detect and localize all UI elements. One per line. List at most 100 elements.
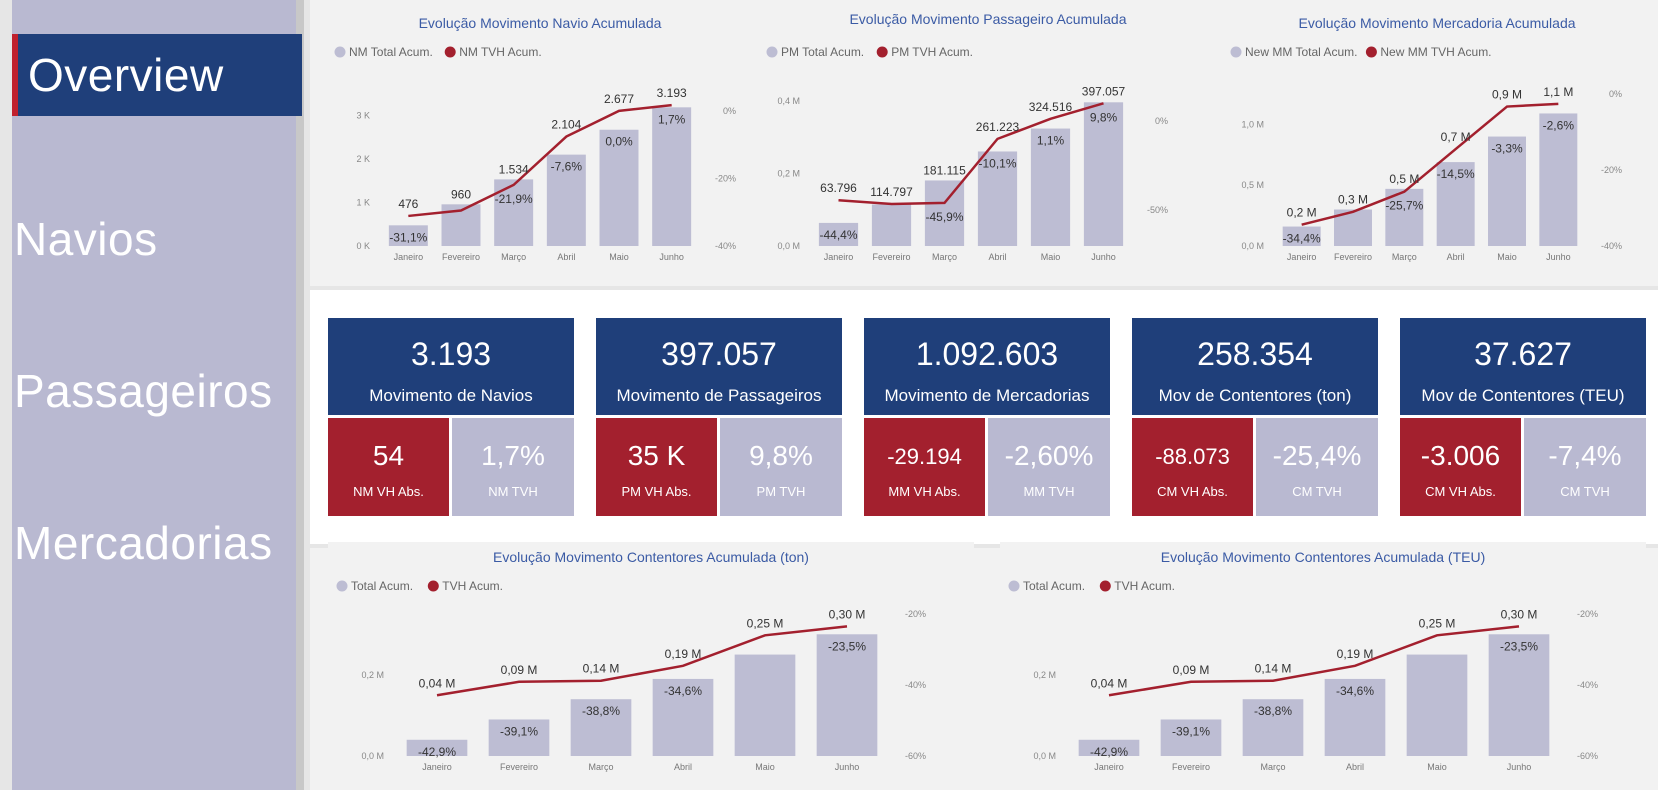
y-tick-label: 0,0 M — [1033, 751, 1056, 761]
bar-value-label: 0,09 M — [501, 663, 538, 677]
x-tick-label: Junho — [1507, 762, 1532, 772]
tvh-line — [436, 625, 848, 697]
x-tick-label: Janeiro — [824, 252, 854, 262]
bar-value-label: 0,30 M — [1501, 607, 1538, 621]
bar-value-label: 0,04 M — [419, 676, 456, 690]
legend-label: NM TVH Acum. — [459, 45, 541, 59]
tvh-value-label: -38,8% — [582, 704, 620, 718]
bar — [816, 634, 878, 756]
nav-item-passageiros[interactable]: Passageiros — [14, 365, 273, 417]
tvh-value-label: -23,5% — [1500, 639, 1538, 653]
legend-marker — [1365, 46, 1377, 58]
x-tick-label: Junho — [659, 252, 684, 262]
x-tick-label: Março — [1392, 252, 1417, 262]
x-tick-label: Maio — [755, 762, 775, 772]
tvh-value-label: -39,1% — [1172, 724, 1210, 738]
tvh-line — [838, 102, 1104, 206]
legend-label: TVH Acum. — [1114, 579, 1175, 593]
bar — [1406, 654, 1468, 756]
kpi-abs-value: 54 — [372, 440, 405, 471]
bar-value-label: 0,25 M — [1419, 616, 1456, 630]
bar-value-label: 0,14 M — [583, 662, 620, 676]
bar — [1083, 102, 1124, 246]
kpi-value: 397.057 — [661, 336, 777, 372]
bar — [1030, 128, 1071, 246]
chart-contentores-teu: Evolução Movimento Contentores Acumulada… — [1000, 542, 1646, 782]
kpi-abs-label: CM VH Abs. — [1157, 484, 1228, 499]
y-tick-label: 1,0 M — [1241, 119, 1264, 129]
chart-svg: Evolução Movimento Contentores Acumulada… — [1008, 549, 1598, 772]
y2-tick-label: -40% — [1577, 680, 1598, 690]
bar — [488, 719, 550, 756]
chart-navio: Evolução Movimento Navio Acumulada NM Tot… — [326, 8, 754, 280]
chart-mercadoria: Evolução Movimento Mercadoria Acumulada N… — [1222, 8, 1652, 280]
bar — [1436, 162, 1475, 246]
y-tick-label: 0,0 M — [777, 241, 800, 251]
legend-label: Total Acum. — [351, 579, 413, 593]
tvh-value-label: -45,9% — [925, 210, 963, 224]
nav-item-mercadorias[interactable]: Mercadorias — [14, 517, 273, 569]
kpi-pct-label: NM TVH — [488, 484, 538, 499]
kpi-pct-tile: -7,4% CM TVH — [1524, 418, 1646, 516]
legend-label: PM Total Acum. — [781, 45, 864, 59]
kpi-label: Movimento de Mercadorias — [884, 386, 1090, 405]
x-tick-label: Maio — [1427, 762, 1447, 772]
tvh-value-label: 1,7% — [658, 112, 686, 126]
tvh-value-label: -25,7% — [1385, 199, 1423, 213]
legend-marker — [766, 46, 778, 58]
kpi-pct-value: 9,8% — [749, 440, 813, 471]
y2-tick-label: -40% — [905, 680, 926, 690]
x-tick-label: Janeiro — [1287, 252, 1317, 262]
bar-value-label: 2.104 — [551, 118, 581, 132]
tvh-value-label: -7,6% — [551, 160, 583, 174]
bar — [1488, 634, 1550, 756]
x-tick-label: Fevereiro — [1172, 762, 1210, 772]
bar — [494, 179, 534, 246]
tvh-line — [408, 103, 672, 218]
bar-value-label: 0,09 M — [1173, 663, 1210, 677]
nav-item-navios[interactable]: Navios — [14, 213, 158, 265]
bar-value-label: 0,04 M — [1091, 676, 1128, 690]
tvh-value-label: -2,6% — [1543, 118, 1575, 132]
bar-value-label: 0,19 M — [665, 647, 702, 661]
kpi-label: Mov de Contentores (ton) — [1158, 386, 1352, 405]
kpi-card-mercadorias: 1.092.603 Movimento de Mercadorias -29.1… — [864, 318, 1110, 516]
y-tick-label: 0,4 M — [777, 96, 800, 106]
bar-value-label: 0,14 M — [1255, 662, 1292, 676]
chart-title: Evolução Movimento Contentores Acumulada… — [493, 549, 809, 565]
kpi-main: 397.057 Movimento de Passageiros — [596, 318, 842, 415]
kpi-main: 3.193 Movimento de Navios — [328, 318, 574, 415]
tvh-value-label: -14,5% — [1437, 167, 1475, 181]
y2-tick-label: -20% — [715, 173, 736, 183]
nav-item-overview[interactable]: Overview — [12, 34, 302, 116]
y-tick-label: 0,2 M — [361, 670, 384, 680]
y2-tick-label: -20% — [905, 609, 926, 619]
bar-value-label: 324.516 — [1029, 100, 1073, 114]
kpi-value: 3.193 — [410, 336, 492, 372]
tvh-value-label: 1,1% — [1037, 134, 1065, 148]
tvh-value-label: -39,1% — [500, 724, 538, 738]
tvh-value-label: -23,5% — [828, 639, 866, 653]
kpi-abs-value: -88.073 — [1155, 444, 1230, 469]
bar-value-label: 1,1 M — [1543, 85, 1573, 99]
y-tick-label: 3 K — [356, 111, 370, 121]
bar — [734, 654, 796, 756]
y-tick-label: 2 K — [356, 154, 370, 164]
bar-value-label: 0,7 M — [1441, 130, 1471, 144]
kpi-value: 258.354 — [1197, 336, 1313, 372]
bar — [406, 739, 468, 756]
kpi-label: Mov de Contentores (TEU) — [1421, 386, 1625, 405]
y-tick-label: 0,5 M — [1241, 180, 1264, 190]
kpi-abs-tile: -3.006 CM VH Abs. — [1400, 418, 1521, 516]
bar — [1242, 699, 1304, 756]
bar-value-label: 63.796 — [820, 181, 857, 195]
y2-tick-label: -40% — [1601, 241, 1622, 251]
y-tick-label: 0,0 M — [361, 751, 384, 761]
tvh-value-label: -34,4% — [1283, 232, 1321, 246]
kpi-abs-label: MM VH Abs. — [888, 484, 961, 499]
kpi-value: 1.092.603 — [915, 336, 1059, 372]
kpi-abs-value: -3.006 — [1420, 440, 1501, 471]
kpi-abs-value: -29.194 — [887, 444, 962, 469]
kpi-pct-tile: -25,4% CM TVH — [1256, 418, 1378, 516]
bar-value-label: 0,19 M — [1337, 647, 1374, 661]
